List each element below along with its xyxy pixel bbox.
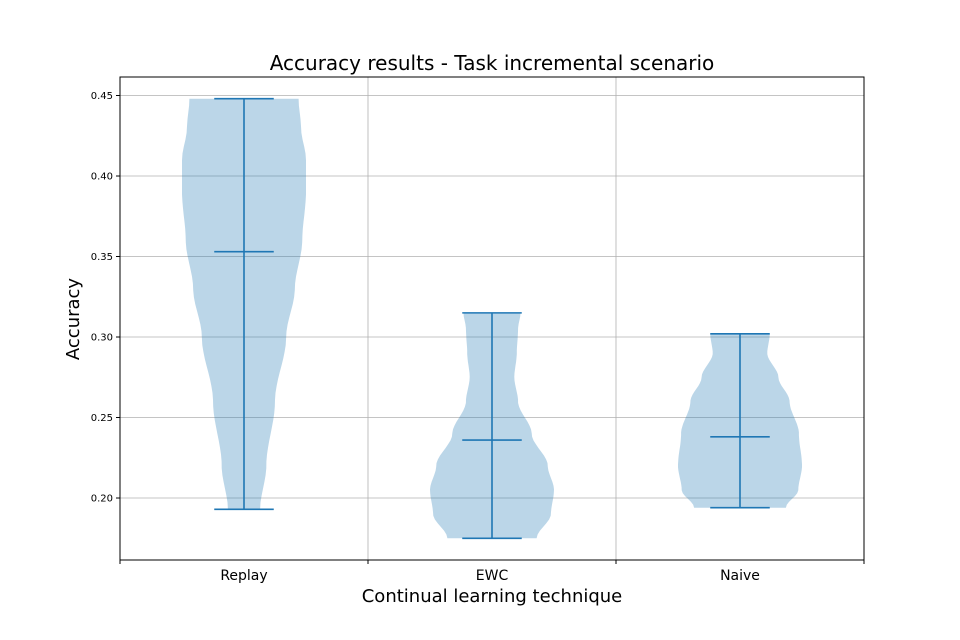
x-tick-label: Naive — [720, 568, 760, 584]
y-tick-label: 0.40 — [91, 172, 113, 183]
y-axis-ticks: 0.20 0.25 0.30 0.35 0.40 0.45 — [91, 91, 120, 505]
x-axis-label: Continual learning technique — [362, 586, 623, 607]
y-tick-label: 0.20 — [91, 494, 113, 505]
y-axis-label: Accuracy — [63, 278, 84, 361]
chart-title: Accuracy results - Task incremental scen… — [270, 51, 715, 75]
y-tick-label: 0.35 — [91, 252, 113, 263]
x-axis-ticks: Replay EWC Naive — [119, 560, 865, 584]
y-tick-label: 0.25 — [91, 413, 113, 424]
y-tick-label: 0.30 — [91, 333, 113, 344]
plot-frame — [119, 76, 865, 561]
x-tick-label: Replay — [220, 568, 267, 584]
x-tick-label: EWC — [476, 568, 509, 584]
violin-lines — [214, 97, 770, 540]
y-tick-label: 0.45 — [91, 91, 113, 102]
